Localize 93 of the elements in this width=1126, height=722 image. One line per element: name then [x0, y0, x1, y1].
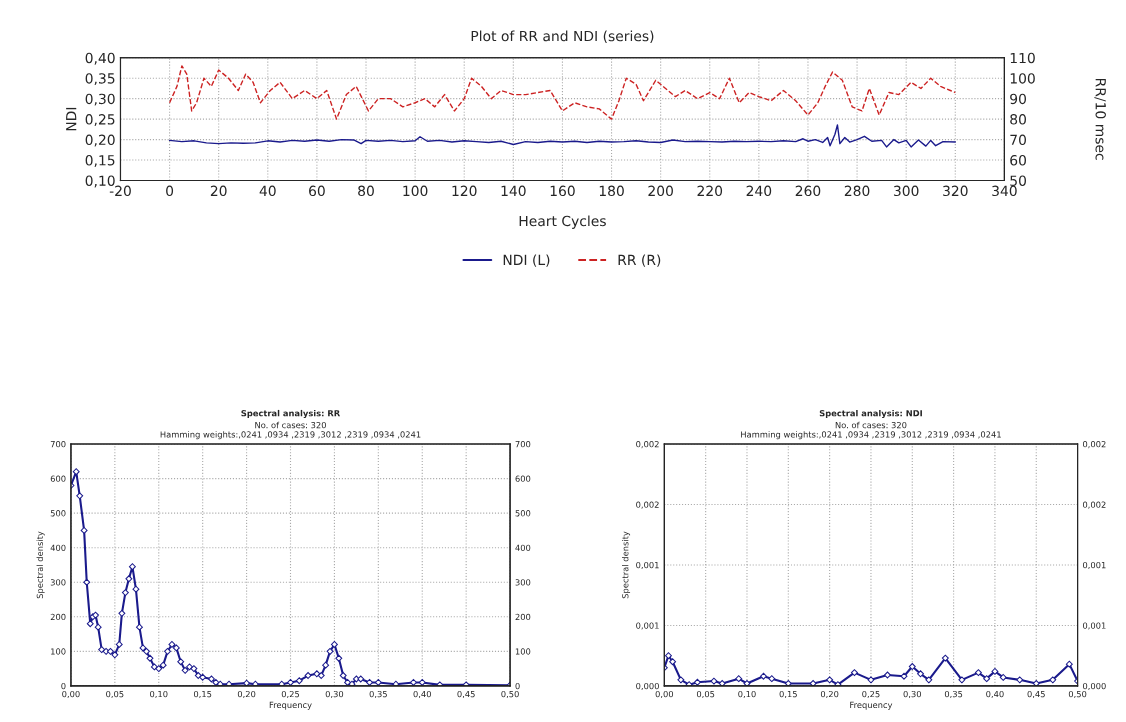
x-tick-label: 0,05 [696, 690, 715, 699]
y-tick-label: 0,001 [636, 561, 659, 570]
y-tick-label: 0,40 [85, 52, 115, 65]
y-tick-label: 300 [50, 579, 66, 586]
x-tick-label: 0,40 [413, 690, 431, 699]
x-tick-label: 0,15 [779, 690, 797, 699]
x-tick-label: 300 [893, 185, 919, 197]
y2-axis-title: RR/10 msec [1094, 78, 1106, 160]
x-tick-label: 340 [992, 185, 1017, 197]
y2-tick-label: 100 [515, 648, 531, 655]
y2-tick-label: 700 [515, 441, 531, 448]
x-tick-label: 40 [259, 185, 276, 197]
legend-label: NDI (L) [503, 254, 550, 267]
x-tick-label: 0,05 [106, 690, 124, 699]
x-tick-label: 0,20 [820, 690, 839, 699]
x-tick-label: 0,50 [1068, 690, 1087, 699]
y-tick-label: 500 [50, 510, 66, 517]
x-tick-label: 120 [452, 185, 477, 197]
x-tick-label: 140 [501, 185, 526, 197]
x-tick-label: 0 [166, 185, 174, 197]
x-tick-label: 0,00 [655, 690, 674, 699]
y2-tick-label: 50 [1010, 175, 1026, 186]
y2-tick-label: 0,000 [1082, 682, 1106, 691]
x-tick-label: 0,50 [501, 690, 519, 699]
y-axis-title: Spectral density [36, 531, 45, 599]
x-tick-label: 280 [844, 185, 870, 197]
y2-tick-label: 70 [1010, 134, 1026, 146]
y2-tick-label: 600 [515, 475, 531, 482]
x-tick-label: 0,45 [457, 690, 475, 699]
y2-tick-label: 60 [1010, 155, 1026, 166]
y2-tick-label: 0,001 [1082, 561, 1106, 570]
y2-tick-label: 500 [515, 510, 531, 517]
y2-tick-label: 300 [515, 579, 531, 586]
y2-tick-label: 0,002 [1082, 441, 1106, 449]
y-tick-label: 100 [51, 648, 66, 655]
chart-title: Spectral analysis: RR [241, 409, 341, 419]
y2-tick-label: 0,001 [1082, 622, 1106, 630]
y-tick-label: 0,25 [85, 114, 115, 127]
y2-tick-label: 90 [1010, 93, 1026, 105]
y2-tick-label: 100 [1010, 73, 1035, 84]
x-tick-label: 0,15 [193, 690, 212, 699]
x-tick-label: 200 [648, 185, 673, 197]
x-tick-label: 0,40 [986, 690, 1004, 699]
y2-tick-label: 0 [515, 682, 520, 690]
x-tick-label: 0,45 [1027, 690, 1045, 699]
x-tick-label: 0,10 [738, 690, 756, 699]
x-tick-label: 100 [403, 185, 428, 197]
y-tick-label: 0,15 [85, 155, 115, 167]
x-tick-label: 0,30 [325, 690, 344, 699]
x-tick-label: 60 [309, 185, 325, 197]
x-tick-label: 240 [746, 185, 772, 197]
y-axis-title: Spectral density [622, 531, 631, 599]
y2-tick-label: 400 [515, 544, 531, 551]
x-tick-label: 0,10 [150, 690, 168, 699]
x-tick-label: 160 [550, 185, 575, 197]
y-tick-label: 0,30 [85, 93, 115, 106]
x-tick-label: 0,35 [369, 690, 387, 699]
x-tick-label: 320 [943, 185, 968, 197]
x-tick-label: 0,35 [944, 690, 963, 699]
x-tick-label: 20 [210, 185, 227, 197]
y-tick-label: 0,002 [636, 501, 659, 509]
x-tick-label: 260 [795, 185, 821, 197]
chart-subtitle: No. of cases: 320 Hamming weights:,0241 ,0934 ,2319 ,3012 ,2319 ,0934 ,0241 [160, 421, 421, 440]
y2-tick-label: 200 [515, 613, 531, 621]
y-tick-label: 0,20 [85, 134, 115, 147]
y-axis-title: NDI [66, 107, 77, 131]
x-tick-label: 0,20 [237, 690, 256, 699]
x-axis-title: Frequency [269, 701, 312, 710]
x-tick-label: 0,25 [862, 690, 880, 699]
chart-title: Spectral analysis: NDI [819, 409, 922, 419]
x-tick-label: 0,30 [903, 690, 922, 699]
y-tick-label: 400 [50, 544, 66, 551]
x-axis-title: Frequency [850, 701, 893, 710]
x-tick-label: 220 [697, 185, 723, 197]
y-tick-label: 200 [50, 613, 66, 621]
y2-tick-label: 0,002 [1082, 501, 1106, 509]
x-axis-title: Heart Cycles [519, 215, 606, 229]
y-tick-label: 0,35 [85, 73, 115, 86]
y-tick-label: 600 [50, 475, 66, 482]
y-tick-label: 0 [61, 682, 66, 690]
y-tick-label: 0,001 [636, 622, 659, 630]
y-tick-label: 0,002 [636, 441, 659, 449]
y2-tick-label: 80 [1010, 114, 1026, 125]
chart-title: Plot of RR and NDI (series) [471, 30, 654, 43]
y-tick-label: 700 [50, 441, 66, 448]
legend-label: RR (R) [618, 254, 661, 267]
chart-subtitle: No. of cases: 320 Hamming weights:,0241 ,0934 ,2319 ,3012 ,2319 ,0934 ,0241 [741, 421, 1001, 440]
x-tick-label: 180 [599, 185, 624, 197]
x-tick-label: 80 [358, 185, 374, 197]
x-tick-label: 0,00 [62, 690, 80, 699]
x-tick-label: 0,25 [281, 690, 300, 699]
y2-tick-label: 110 [1010, 52, 1035, 64]
y-tick-label: 0,000 [636, 682, 659, 691]
